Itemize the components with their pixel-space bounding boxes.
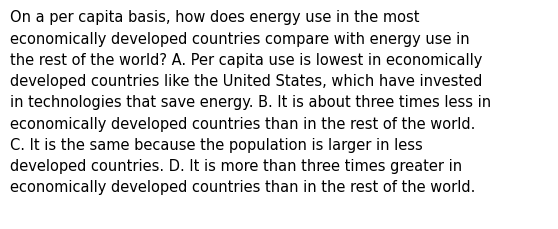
Text: On a per capita basis, how does energy use in the most
economically developed co: On a per capita basis, how does energy u… xyxy=(10,10,491,194)
